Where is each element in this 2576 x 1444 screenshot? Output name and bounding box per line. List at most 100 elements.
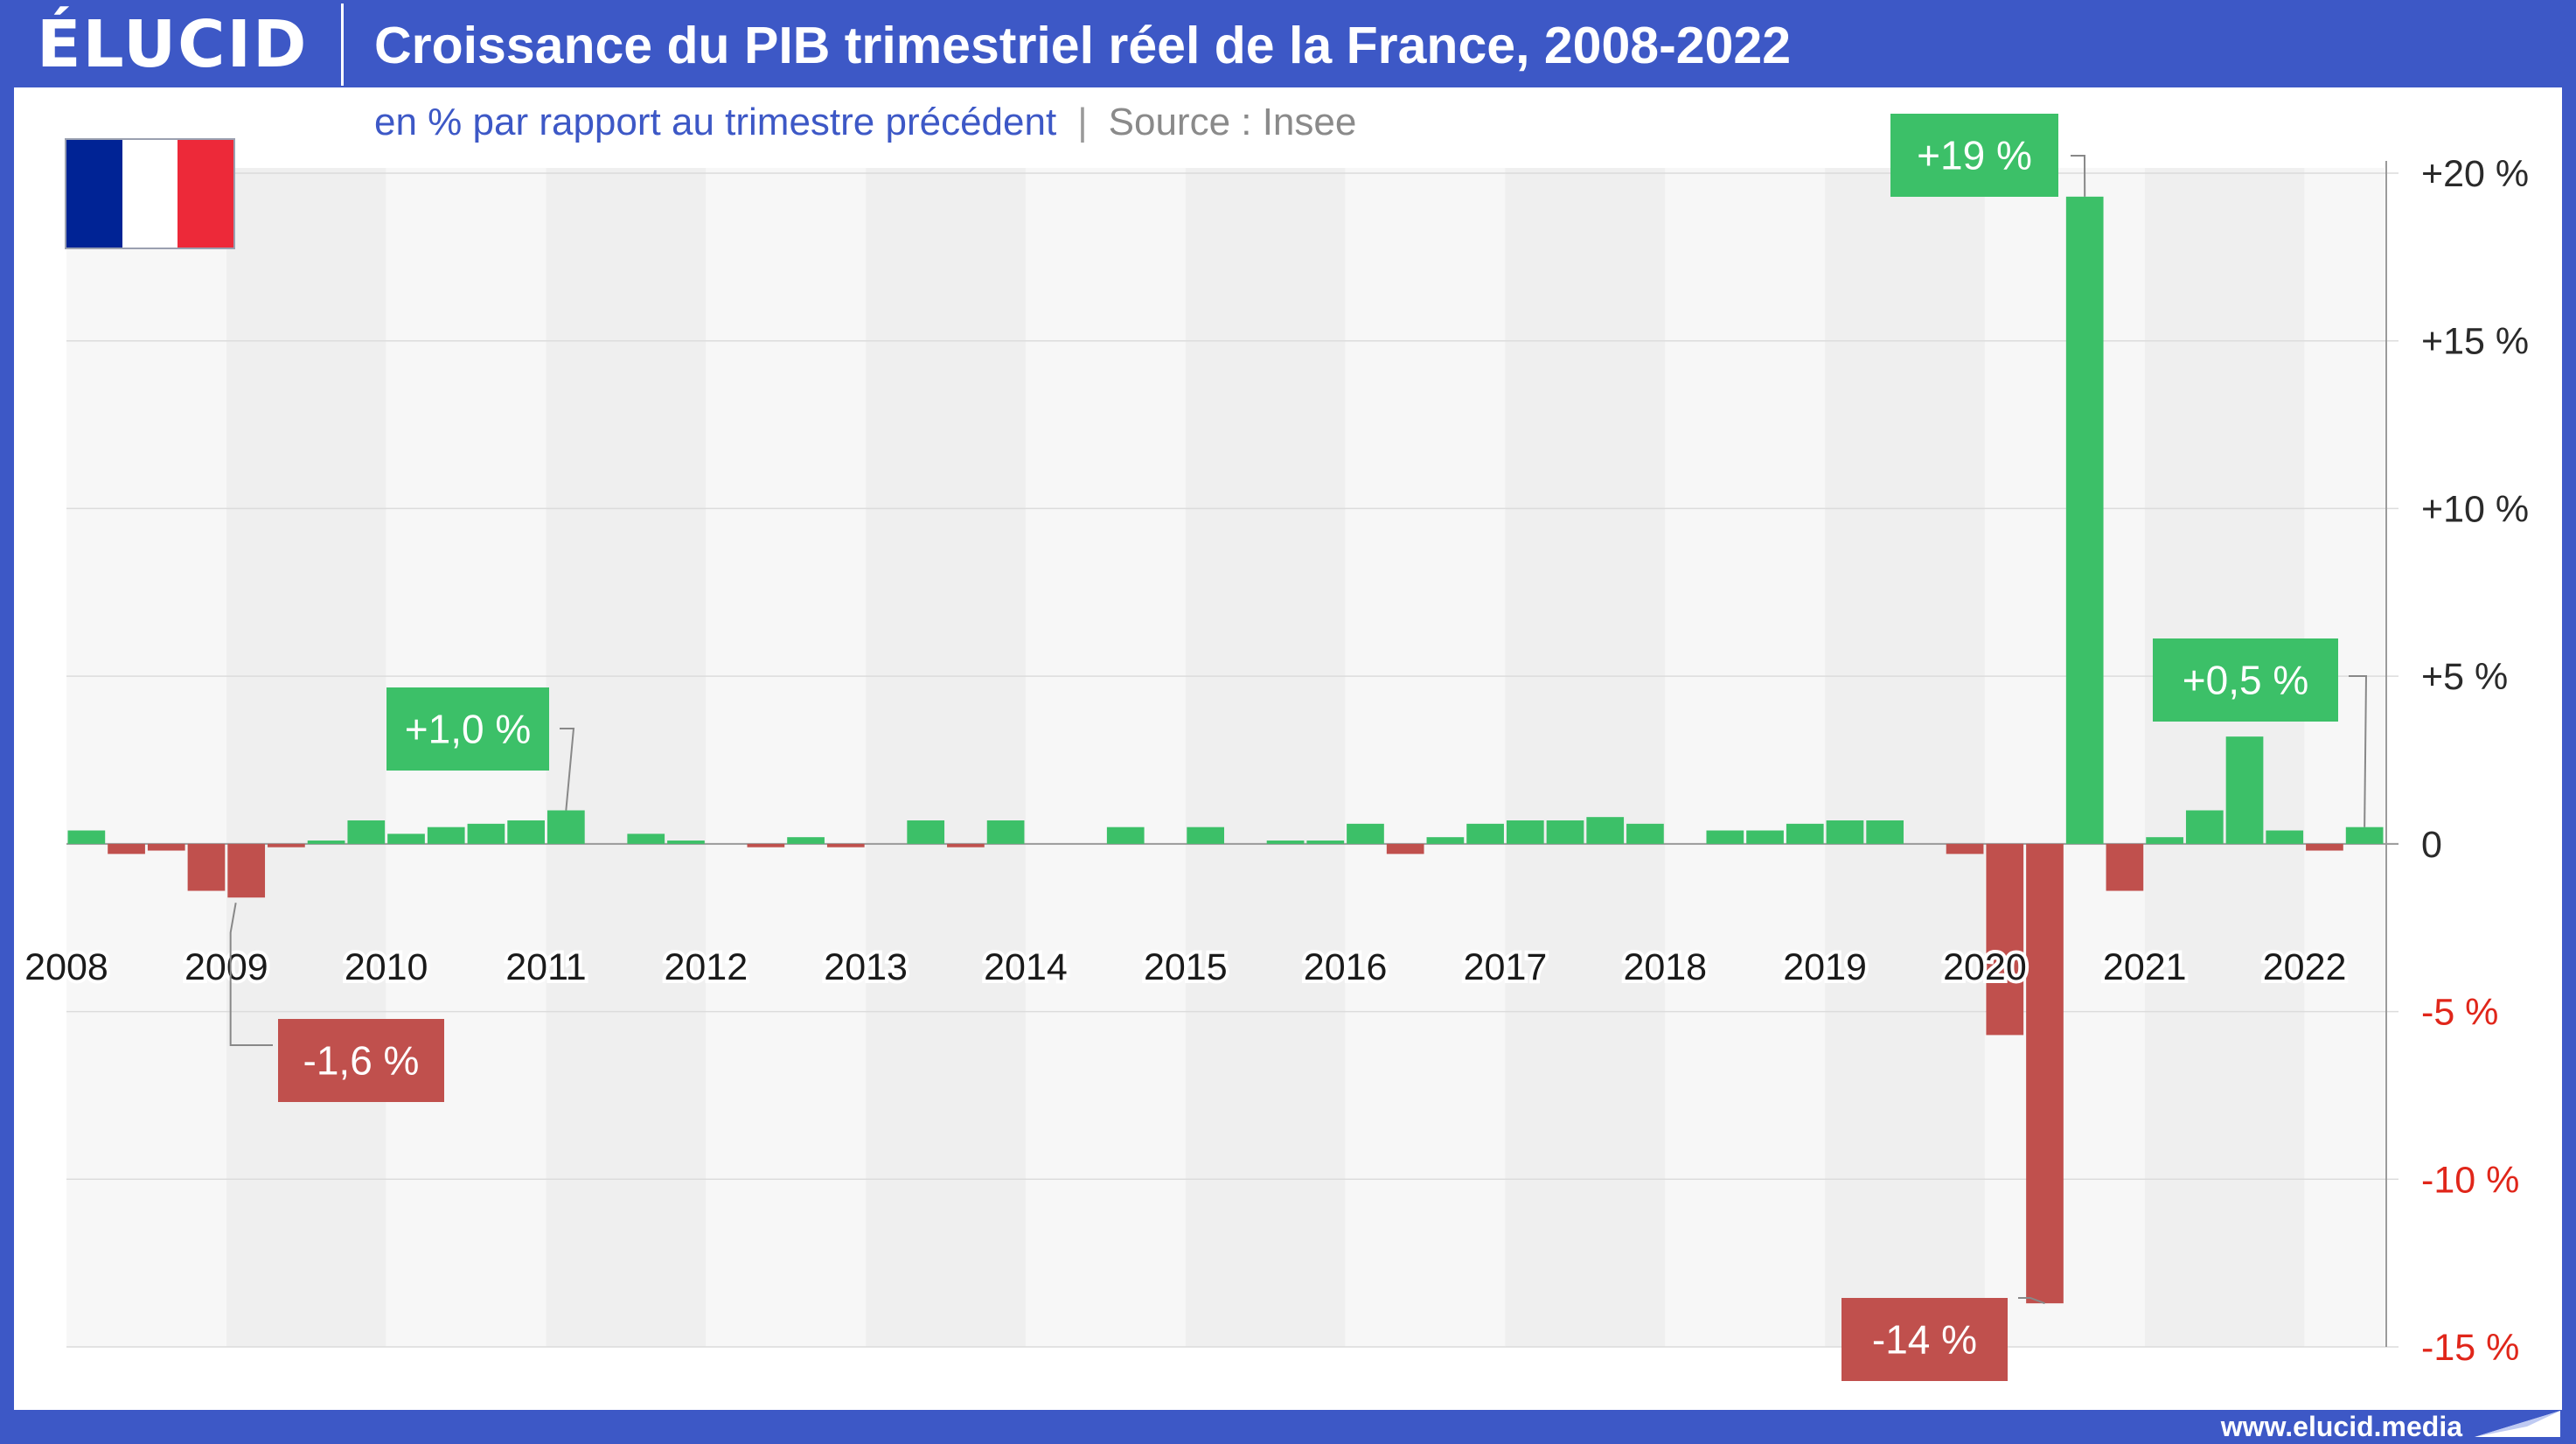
x-tick-label: 2012 (664, 946, 748, 988)
gdp-bar (747, 843, 785, 848)
gdp-bar (2225, 736, 2264, 844)
x-tick-label: 2018 (1623, 946, 1707, 988)
gdp-bar (2345, 827, 2384, 844)
annotation-label: +0,5 % (2183, 658, 2309, 703)
annotation-box (1841, 1298, 2008, 1381)
gdp-bar (2026, 843, 2064, 1304)
gdp-bar (1706, 830, 1744, 844)
header-divider (341, 3, 344, 86)
gdp-bar (1266, 841, 1305, 844)
gdp-bar (627, 834, 665, 844)
annotation-label: -1,6 % (303, 1038, 420, 1084)
annotation-box (2153, 638, 2338, 722)
year-band (1345, 168, 1506, 1347)
annotation-label: -14 % (1872, 1317, 1977, 1363)
france-flag-icon (65, 138, 235, 249)
x-tick-label: 2017 (1464, 946, 1548, 988)
y-tick-label: 0 (2421, 824, 2442, 866)
gdp-bar (2266, 830, 2304, 844)
x-tick-label: 2009 (184, 946, 268, 988)
year-band (226, 168, 386, 1347)
annotation-leader (2018, 1297, 2045, 1305)
x-tick-label: 2020 (1943, 946, 2027, 988)
x-tick-label: 2021 (2103, 946, 2187, 988)
gdp-bar (347, 820, 386, 844)
gdp-bar (2106, 843, 2144, 891)
elucid-arrow-icon (2475, 1411, 2560, 1437)
gdp-bar (826, 843, 865, 848)
gdp-bar (67, 830, 106, 844)
annotation-leader (2071, 155, 2086, 197)
year-band (1185, 168, 1346, 1347)
gdp-bar (2185, 810, 2224, 844)
gdp-bar (947, 843, 985, 848)
annotation-label: +1,0 % (405, 707, 532, 752)
y-tick-label: -15 % (2421, 1327, 2519, 1369)
gdp-bar (1866, 820, 1904, 844)
gdp-bar (307, 841, 345, 844)
gdp-bar (147, 843, 185, 851)
chart-subtitle-line: en % par rapport au trimestre précédent |… (374, 94, 1356, 150)
year-band (1984, 168, 2145, 1347)
year-band (1025, 168, 1186, 1347)
gdp-bar (1187, 827, 1224, 844)
gdp-bar (108, 843, 145, 855)
gdp-bar (187, 843, 226, 891)
footer-url[interactable]: www.elucid.media (2220, 1411, 2462, 1442)
annotation-leader (229, 903, 273, 1046)
gdp-bar (2065, 196, 2104, 844)
year-band (66, 168, 226, 1347)
year-band (866, 168, 1026, 1347)
gdp-bar (1466, 823, 1504, 844)
chart-source: Source : Insee (1108, 101, 1357, 143)
x-tick-label: 2015 (1144, 946, 1228, 988)
y-tick-label: +15 % (2421, 321, 2529, 363)
x-tick-label: 2022 (2263, 946, 2347, 988)
y-tick-label: -5 % (2421, 992, 2498, 1034)
subtitle-separator: | (1077, 101, 1088, 143)
annotation-label: +19 % (1917, 133, 2032, 178)
gdp-bar (787, 837, 825, 844)
gdp-bar (1546, 820, 1584, 844)
gdp-bar (387, 834, 425, 844)
x-tick-label: 2014 (984, 946, 1068, 988)
year-band (1505, 168, 1666, 1347)
x-tick-label: 2013 (824, 946, 908, 988)
elucid-logo: ÉLUCID (37, 7, 309, 82)
year-band (1825, 168, 1985, 1347)
gdp-bar (2146, 837, 2183, 844)
flag-blue-stripe (66, 140, 122, 248)
x-tick-label: 2008 (24, 946, 108, 988)
year-band (2144, 168, 2305, 1347)
gdp-bar (227, 843, 266, 898)
x-tick-label: 2010 (345, 946, 428, 988)
y-tick-label: +5 % (2421, 656, 2508, 698)
y-tick-label: +10 % (2421, 488, 2529, 530)
gdp-bar (547, 810, 585, 844)
gdp-bar (2306, 843, 2343, 851)
x-tick-label: 2019 (1783, 946, 1867, 988)
annotation-leader (2349, 675, 2368, 827)
y-tick-label: -10 % (2421, 1159, 2519, 1201)
gdp-bar (467, 823, 505, 844)
chart-subtitle: en % par rapport au trimestre précédent (374, 101, 1057, 143)
gdp-bar (1586, 817, 1625, 844)
flag-red-stripe (178, 140, 234, 248)
year-band (1665, 168, 1826, 1347)
gdp-bar (1946, 843, 1984, 855)
x-tick-label: 2011 (505, 946, 586, 988)
gdp-bar (1986, 843, 2024, 1036)
year-band (2304, 168, 2385, 1347)
annotation-leader (560, 728, 575, 811)
gdp-bar (1386, 843, 1424, 855)
gdp-bar (1626, 823, 1664, 844)
gdp-bar (1746, 830, 1784, 844)
x-tick-label: 2016 (1304, 946, 1388, 988)
gdp-bar (1506, 820, 1544, 844)
gdp-bar (268, 843, 305, 848)
gdp-bar (1826, 820, 1864, 844)
header-bar: ÉLUCID Croissance du PIB trimestriel rée… (0, 0, 2576, 87)
gdp-bar (1786, 823, 1824, 844)
y-tick-label: +20 % (2421, 153, 2529, 195)
